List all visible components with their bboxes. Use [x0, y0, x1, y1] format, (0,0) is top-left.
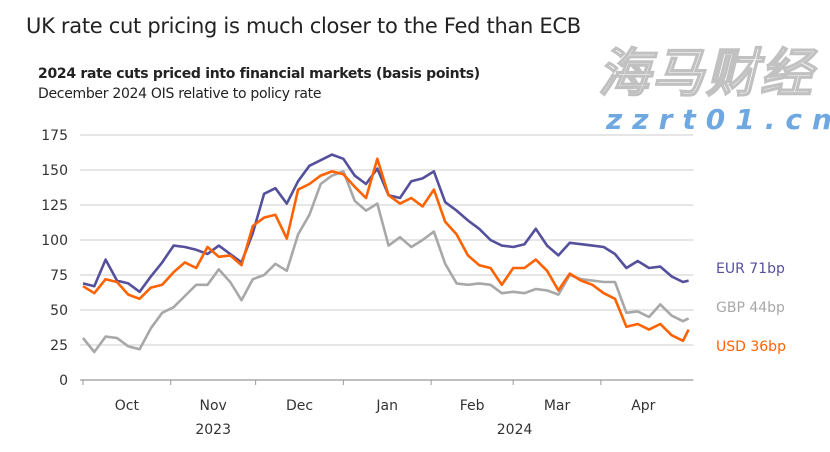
y-tick-label: 125 [41, 198, 68, 214]
year-label: 2024 [497, 422, 533, 438]
series-line-gbp [81, 170, 690, 354]
x-tick-label: Mar [544, 398, 571, 414]
chart-subtitle: December 2024 OIS relative to policy rat… [38, 86, 322, 102]
y-tick-label: 100 [41, 233, 68, 249]
series-line-usd [82, 157, 690, 343]
series-label-gbp: GBP 44bp [716, 300, 785, 316]
y-tick-label: 0 [59, 373, 68, 389]
series-label-eur: EUR 71bp [716, 261, 785, 277]
headline: UK rate cut pricing is much closer to th… [26, 14, 581, 38]
y-tick-label: 75 [50, 268, 68, 284]
x-tick-label: Jan [375, 398, 398, 414]
watermark-url: zzrt01.cn [606, 103, 830, 136]
series-label-usd: USD 36bp [716, 339, 786, 355]
chart-title: 2024 rate cuts priced into financial mar… [38, 66, 480, 82]
x-tick-label: Apr [631, 398, 655, 414]
y-tick-label: 175 [41, 128, 68, 144]
year-label: 2023 [195, 422, 231, 438]
x-tick-label: Oct [115, 398, 140, 414]
x-tick-label: Nov [200, 398, 227, 414]
x-tick-label: Dec [286, 398, 313, 414]
y-tick-label: 25 [50, 338, 68, 354]
y-tick-label: 50 [50, 303, 68, 319]
x-tick-label: Feb [460, 398, 485, 414]
y-tick-label: 150 [41, 163, 68, 179]
watermark-logo: 海马财经 [597, 43, 815, 105]
